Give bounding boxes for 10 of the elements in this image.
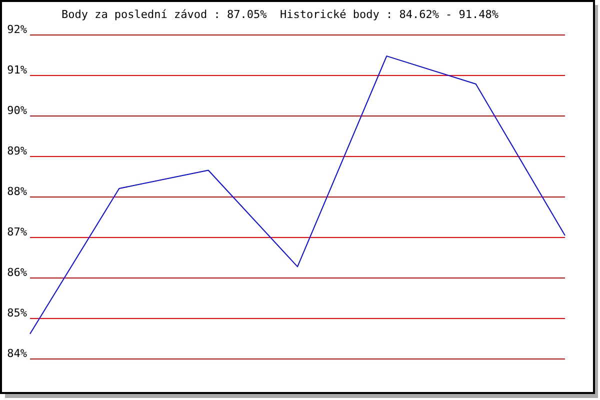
y-tick-label: 86% bbox=[7, 266, 28, 279]
y-tick-label: 92% bbox=[7, 22, 28, 36]
y-tick-label: 87% bbox=[7, 225, 28, 238]
y-tick-label: 90% bbox=[7, 104, 28, 117]
chart-title: Body za poslední závod : 87.05% Historické body : 84.62% - 91.48% bbox=[61, 8, 499, 21]
y-tick-label: 91% bbox=[7, 63, 28, 76]
y-tick-label: 89% bbox=[7, 144, 28, 158]
y-tick-label: 85% bbox=[7, 306, 28, 320]
y-tick-label: 84% bbox=[7, 346, 28, 360]
y-tick-label: 88% bbox=[7, 184, 28, 198]
